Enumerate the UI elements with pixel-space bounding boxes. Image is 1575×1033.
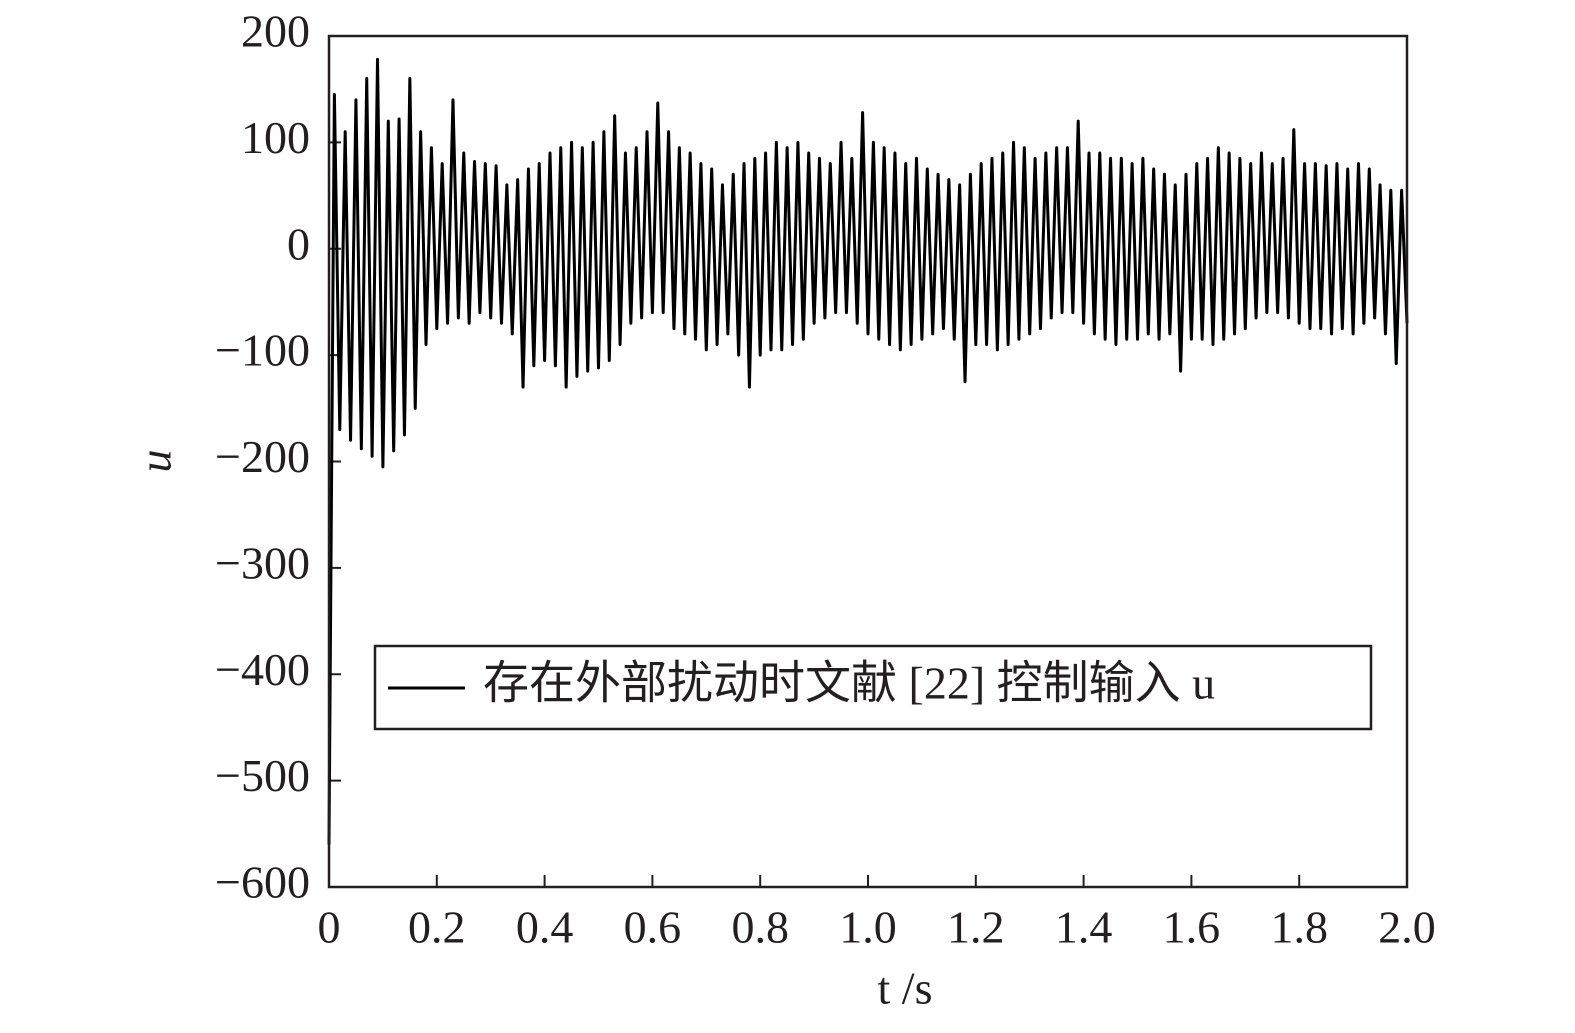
x-tick-label: 1.8 [1270, 902, 1328, 953]
x-tick-label: 1.0 [839, 902, 897, 953]
y-tick-label: −300 [215, 537, 310, 588]
legend: 存在外部扰动时文献 [22] 控制输入 u [373, 644, 1373, 731]
x-tick-label: 2.0 [1378, 902, 1436, 953]
y-tick-label: 0 [287, 218, 310, 269]
y-tick-label: −100 [215, 325, 310, 376]
y-tick-label: 100 [241, 112, 310, 163]
legend-box [373, 644, 1373, 731]
y-tick-label: −200 [215, 431, 310, 482]
y-axis-label: u [130, 450, 181, 473]
data-line [327, 57, 1409, 845]
y-tick-label: −500 [215, 750, 310, 801]
plot-frame [327, 34, 1409, 889]
x-tick-label: 1.2 [947, 902, 1005, 953]
x-tick-label: 1.4 [1055, 902, 1113, 953]
x-tick-label: 0.2 [408, 902, 466, 953]
y-tick-label: −400 [215, 644, 310, 695]
x-tick-label: 0 [318, 902, 341, 953]
x-tick-label: 1.6 [1163, 902, 1221, 953]
y-tick-label: −600 [215, 857, 310, 908]
x-tick-label: 0.6 [624, 902, 682, 953]
x-tick-label: 0.4 [516, 902, 574, 953]
x-axis-label: t /s [878, 963, 933, 1014]
x-tick-label: 0.8 [731, 902, 789, 953]
legend-label: 存在外部扰动时文献 [22] 控制输入 u [483, 658, 1215, 709]
y-tick-label: 200 [241, 6, 310, 57]
